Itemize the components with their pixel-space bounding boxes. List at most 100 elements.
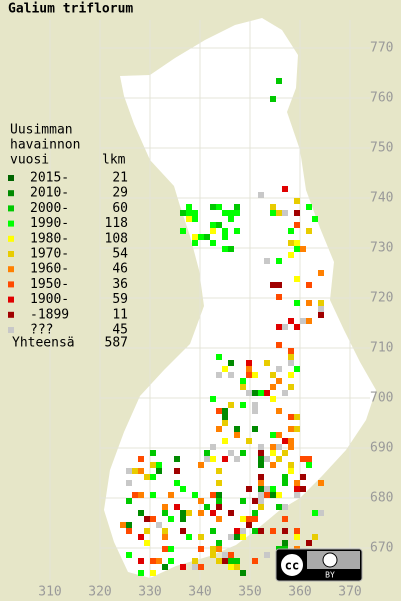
observation-dot xyxy=(258,456,264,462)
observation-dot xyxy=(294,486,300,492)
legend-swatch xyxy=(8,281,14,288)
observation-dot xyxy=(306,228,312,234)
observation-dot xyxy=(210,444,216,450)
observation-dot xyxy=(288,462,294,468)
legend-swatch xyxy=(8,251,14,257)
observation-dot xyxy=(132,468,138,474)
observation-dot xyxy=(270,384,276,390)
observation-dot xyxy=(312,510,318,516)
observation-dot xyxy=(126,468,132,474)
observation-dot xyxy=(270,210,276,216)
observation-dot xyxy=(300,318,306,324)
observation-dot xyxy=(306,540,312,546)
observation-dot xyxy=(228,564,234,570)
observation-dot xyxy=(282,210,288,216)
y-tick-label: 700 xyxy=(370,391,393,406)
observation-dot xyxy=(276,378,282,384)
observation-dot xyxy=(192,558,198,564)
observation-dot xyxy=(228,210,234,216)
observation-dot xyxy=(240,498,246,504)
observation-dot xyxy=(210,222,216,228)
observation-dot xyxy=(294,324,300,330)
observation-dot xyxy=(288,438,294,444)
observation-dot xyxy=(150,462,156,468)
observation-dot xyxy=(240,402,246,408)
observation-dot xyxy=(318,306,324,312)
observation-dot xyxy=(294,222,300,228)
observation-dot xyxy=(228,558,234,564)
legend-count: 29 xyxy=(112,186,128,201)
legend-label: 2000- xyxy=(30,201,69,216)
legend-count: 21 xyxy=(112,171,128,186)
observation-dot xyxy=(132,492,138,498)
legend-swatch xyxy=(8,296,14,303)
observation-dot xyxy=(234,456,240,462)
observation-dot xyxy=(240,516,246,522)
observation-dot xyxy=(138,492,144,498)
observation-dot xyxy=(294,276,300,282)
observation-dot xyxy=(216,426,222,432)
observation-dot xyxy=(264,258,270,264)
observation-dot xyxy=(294,534,300,540)
observation-dot xyxy=(258,504,264,510)
observation-dot xyxy=(168,516,174,522)
observation-dot xyxy=(186,534,192,540)
observation-dot xyxy=(276,492,282,498)
observation-dot xyxy=(318,480,324,486)
legend-swatch xyxy=(8,311,14,318)
observation-dot xyxy=(180,516,186,522)
observation-dot xyxy=(270,396,276,402)
observation-dot xyxy=(240,528,246,534)
legend-total-label: Yhteensä xyxy=(12,336,75,351)
observation-dot xyxy=(198,498,204,504)
observation-dot xyxy=(258,444,264,450)
observation-dot xyxy=(144,474,150,480)
observation-dot xyxy=(120,522,126,528)
y-tick-label: 680 xyxy=(370,491,393,506)
legend-label: 2010- xyxy=(30,186,69,201)
legend-header: vuosi xyxy=(10,153,49,168)
legend-swatch xyxy=(8,266,14,273)
observation-dot xyxy=(192,210,198,216)
observation-dot xyxy=(282,474,288,480)
observation-dot xyxy=(162,528,168,534)
observation-dot xyxy=(150,492,156,498)
observation-dot xyxy=(138,534,144,540)
observation-dot xyxy=(198,510,204,516)
observation-dot xyxy=(276,210,282,216)
observation-dot xyxy=(198,234,204,240)
x-tick-label: 340 xyxy=(188,585,211,600)
observation-dot xyxy=(216,492,222,498)
x-tick-label: 370 xyxy=(338,585,361,600)
observation-dot xyxy=(222,558,228,564)
observation-dot xyxy=(288,384,294,390)
observation-dot xyxy=(240,450,246,456)
observation-dot xyxy=(294,366,300,372)
observation-dot xyxy=(228,552,234,558)
observation-dot xyxy=(282,390,288,396)
observation-dot xyxy=(276,408,282,414)
observation-dot xyxy=(306,282,312,288)
observation-dot xyxy=(180,486,186,492)
observation-dot xyxy=(306,456,312,462)
observation-dot xyxy=(222,456,228,462)
observation-dot xyxy=(294,426,300,432)
observation-dot xyxy=(276,366,282,372)
y-tick-label: 670 xyxy=(370,541,393,556)
observation-dot xyxy=(294,480,300,486)
y-tick-label: 740 xyxy=(370,191,393,206)
observation-dot xyxy=(270,492,276,498)
observation-dot xyxy=(210,204,216,210)
observation-dot xyxy=(258,498,264,504)
observation-dot xyxy=(138,456,144,462)
observation-dot xyxy=(228,372,234,378)
observation-dot xyxy=(216,222,222,228)
observation-dot xyxy=(150,570,156,576)
by-text: BY xyxy=(325,571,335,580)
observation-dot xyxy=(216,408,222,414)
observation-dot xyxy=(288,240,294,246)
observation-dot xyxy=(222,552,228,558)
observation-dot xyxy=(246,360,252,366)
observation-dot xyxy=(234,564,240,570)
observation-dot xyxy=(252,426,258,432)
